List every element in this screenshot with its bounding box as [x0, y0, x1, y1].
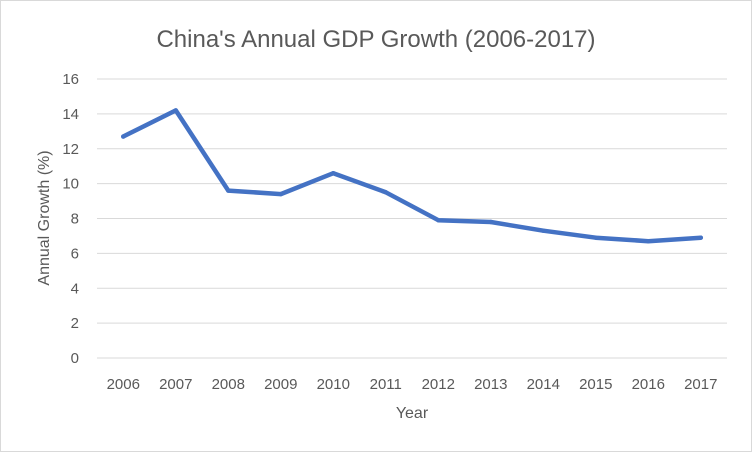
x-tick-label: 2015	[579, 376, 612, 393]
y-tick-label: 6	[71, 245, 79, 262]
x-tick-label: 2011	[370, 376, 402, 393]
y-tick-label: 14	[62, 106, 79, 123]
chart-title: China's Annual GDP Growth (2006-2017)	[156, 26, 595, 53]
x-tick-label: 2012	[422, 376, 455, 393]
series-layer	[121, 108, 704, 244]
data-point	[121, 134, 126, 139]
y-tick-label: 16	[62, 71, 79, 88]
x-tick-label: 2009	[264, 376, 297, 393]
gridlines	[97, 78, 727, 359]
x-tick-label: 2017	[684, 376, 717, 393]
y-axis-ticks: 0 2 4 6 8 10 12 14 16	[62, 71, 79, 367]
data-point	[646, 238, 651, 244]
y-tick-label: 8	[71, 211, 79, 228]
data-point	[383, 190, 388, 195]
y-axis-title: Annual Growth (%)	[36, 150, 53, 285]
data-point	[173, 108, 178, 113]
y-tick-label: 2	[71, 315, 79, 332]
data-point	[331, 170, 336, 176]
x-tick-label: 2014	[527, 376, 560, 393]
data-point	[698, 235, 703, 240]
x-axis-title: Year	[396, 405, 429, 422]
x-tick-label: 2016	[632, 376, 665, 393]
series-line	[121, 108, 704, 244]
data-point	[278, 191, 283, 197]
data-point	[593, 235, 598, 240]
data-point	[488, 219, 493, 225]
x-tick-label: 2006	[107, 376, 140, 393]
x-tick-label: 2008	[212, 376, 245, 393]
data-point	[226, 188, 231, 193]
y-tick-label: 12	[62, 141, 79, 158]
x-tick-label: 2013	[474, 376, 507, 393]
x-tick-label: 2010	[317, 376, 350, 393]
y-tick-label: 4	[71, 280, 79, 297]
y-tick-label: 0	[71, 350, 79, 367]
data-point	[436, 218, 441, 223]
data-point	[541, 228, 546, 233]
x-tick-label: 2007	[159, 376, 192, 393]
x-axis-ticks: 2006 2007 2008 2009 2010 2011 2012 2013 2014 2015…	[107, 376, 718, 393]
y-tick-label: 10	[62, 176, 79, 193]
